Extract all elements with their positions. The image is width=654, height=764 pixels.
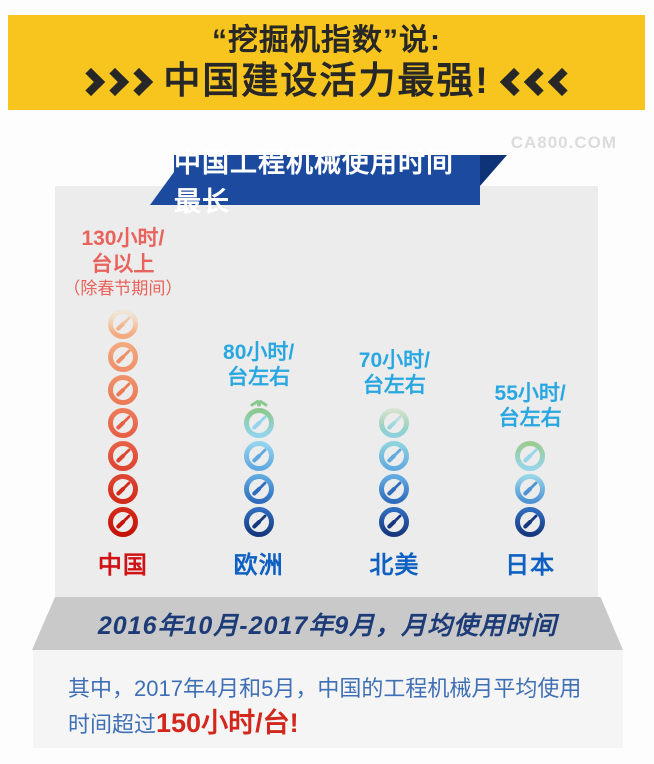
category-label: 欧洲 [233, 552, 284, 579]
header-banner: “挖掘机指数”说: 中国建设活力最强! [8, 15, 645, 110]
category-label: 中国 [97, 552, 148, 579]
value-note: （除春节期间） [63, 278, 183, 298]
footer-note-text: 其中，2017年4月和5月，中国的工程机械月平均使用时间超过150小时/台! [68, 672, 593, 742]
clock-icon [379, 507, 410, 537]
clock-icon [243, 400, 274, 438]
clock-icon [107, 342, 138, 372]
clock-icon [379, 408, 410, 438]
clock-icon [107, 408, 138, 438]
clock-icon [379, 441, 410, 471]
footer-note: 其中，2017年4月和5月，中国的工程机械月平均使用时间超过150小时/台! [33, 650, 623, 748]
clock-icon [243, 507, 274, 537]
footer-note-highlight: 150小时/台! [156, 708, 299, 738]
value-label: 130小时/台以上 [81, 227, 165, 276]
clock-icon [243, 474, 274, 504]
period-banner: 2016年10月-2017年9月，月均使用时间 [32, 597, 623, 650]
clock-icon [107, 474, 138, 504]
footer-note-prefix: 其中，2017年4月和5月，中国的工程机械月平均使用时间超过 [68, 676, 582, 737]
clock-icon [107, 441, 138, 471]
category-label: 北美 [369, 552, 420, 579]
header-title-line2: 中国建设活力最强! [77, 60, 576, 102]
chevrons-right-icon [77, 67, 154, 96]
chart-column-中国: 130小时/台以上 （除春节期间） 中国 [55, 186, 191, 597]
clock-icon [515, 507, 546, 537]
clock-stack [377, 407, 411, 539]
chart-column-欧洲: 80小时/台左右欧洲 [191, 186, 327, 597]
watermark-text: CA800.COM [510, 133, 617, 152]
clock-icon [243, 441, 274, 471]
chevrons-left-icon [499, 67, 576, 96]
value-label: 55小时/台左右 [494, 381, 566, 430]
clock-stack [242, 399, 276, 539]
header-main-slogan: 中国建设活力最强! [163, 60, 490, 102]
clock-stack [106, 308, 140, 539]
header-title-line1: “挖掘机指数”说: [212, 24, 441, 58]
clock-icon [107, 309, 138, 339]
chart-panel [55, 186, 598, 597]
chart-title: 中国工程机械使用时间最长 [174, 148, 454, 217]
clock-stack [513, 440, 547, 539]
value-label: 80小时/台左右 [223, 340, 295, 389]
clock-icon [515, 441, 546, 471]
clock-icon [107, 375, 138, 405]
clock-icon [515, 474, 546, 504]
chart-column-北美: 70小时/台左右北美 [327, 186, 463, 597]
value-label: 70小时/台左右 [358, 348, 430, 397]
chart-columns: 130小时/台以上 （除春节期间） 中国 80小时/台左右 欧洲 70小时/台左右 北美 55… [55, 186, 598, 597]
period-banner-text: 2016年10月-2017年9月，月均使用时间 [97, 611, 558, 640]
clock-icon [379, 474, 410, 504]
chart-title-ribbon: 中国工程机械使用时间最长 [150, 148, 507, 217]
category-label: 日本 [505, 552, 556, 579]
chart-column-日本: 55小时/台左右日本 [462, 186, 598, 597]
clock-icon [107, 507, 138, 537]
